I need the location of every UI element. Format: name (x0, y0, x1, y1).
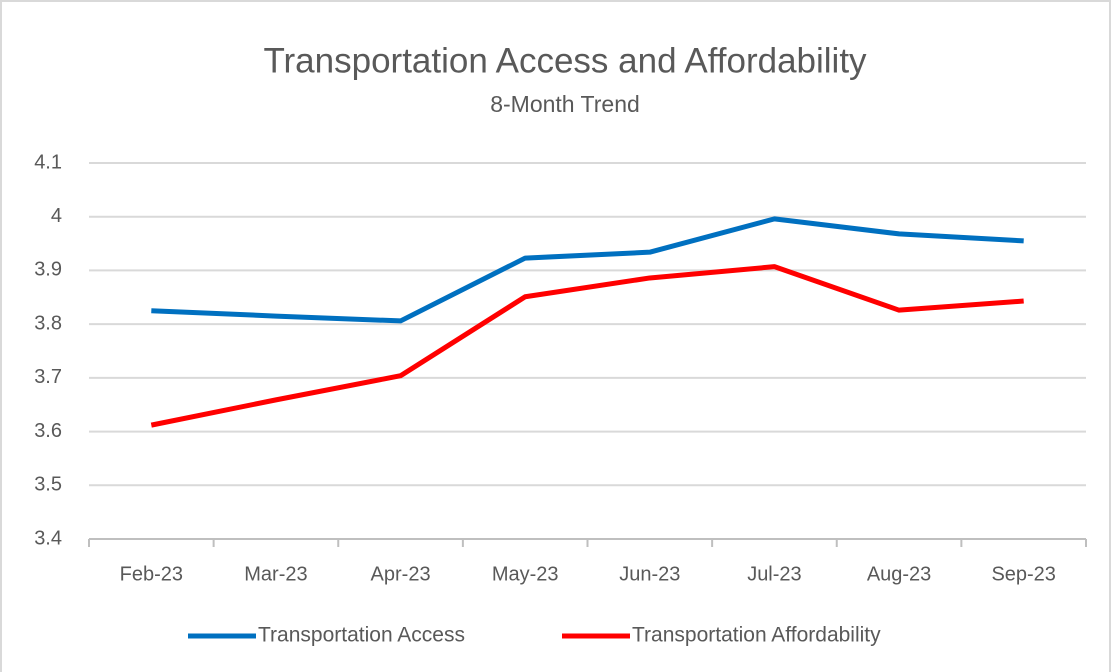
x-tick-label: Aug-23 (867, 563, 932, 585)
y-tick-label: 4 (51, 205, 62, 227)
y-tick-label: 3.4 (34, 527, 62, 549)
y-tick-label: 3.5 (34, 474, 62, 496)
x-tick-label: Apr-23 (371, 563, 431, 585)
series-line (150, 264, 1024, 428)
x-tick-label: Feb-23 (120, 563, 183, 585)
y-tick-label: 3.8 (34, 312, 62, 334)
y-tick-label: 4.1 (34, 151, 62, 173)
x-tick-label: Sep-23 (991, 563, 1056, 585)
y-tick-label: 3.9 (34, 259, 62, 281)
chart-subtitle: 8-Month Trend (490, 91, 640, 117)
legend-label: Transportation Access (258, 624, 465, 647)
series-line (151, 216, 1024, 324)
y-tick-label: 3.6 (34, 420, 62, 442)
chart-title: Transportation Access and Affordability (263, 41, 867, 80)
x-tick-label: May-23 (492, 563, 559, 585)
legend-label: Transportation Affordability (632, 624, 881, 647)
x-tick-label: Mar-23 (244, 563, 307, 585)
y-tick-label: 3.7 (34, 366, 62, 388)
x-tick-label: Jul-23 (747, 563, 801, 585)
x-tick-label: Jun-23 (619, 563, 680, 585)
